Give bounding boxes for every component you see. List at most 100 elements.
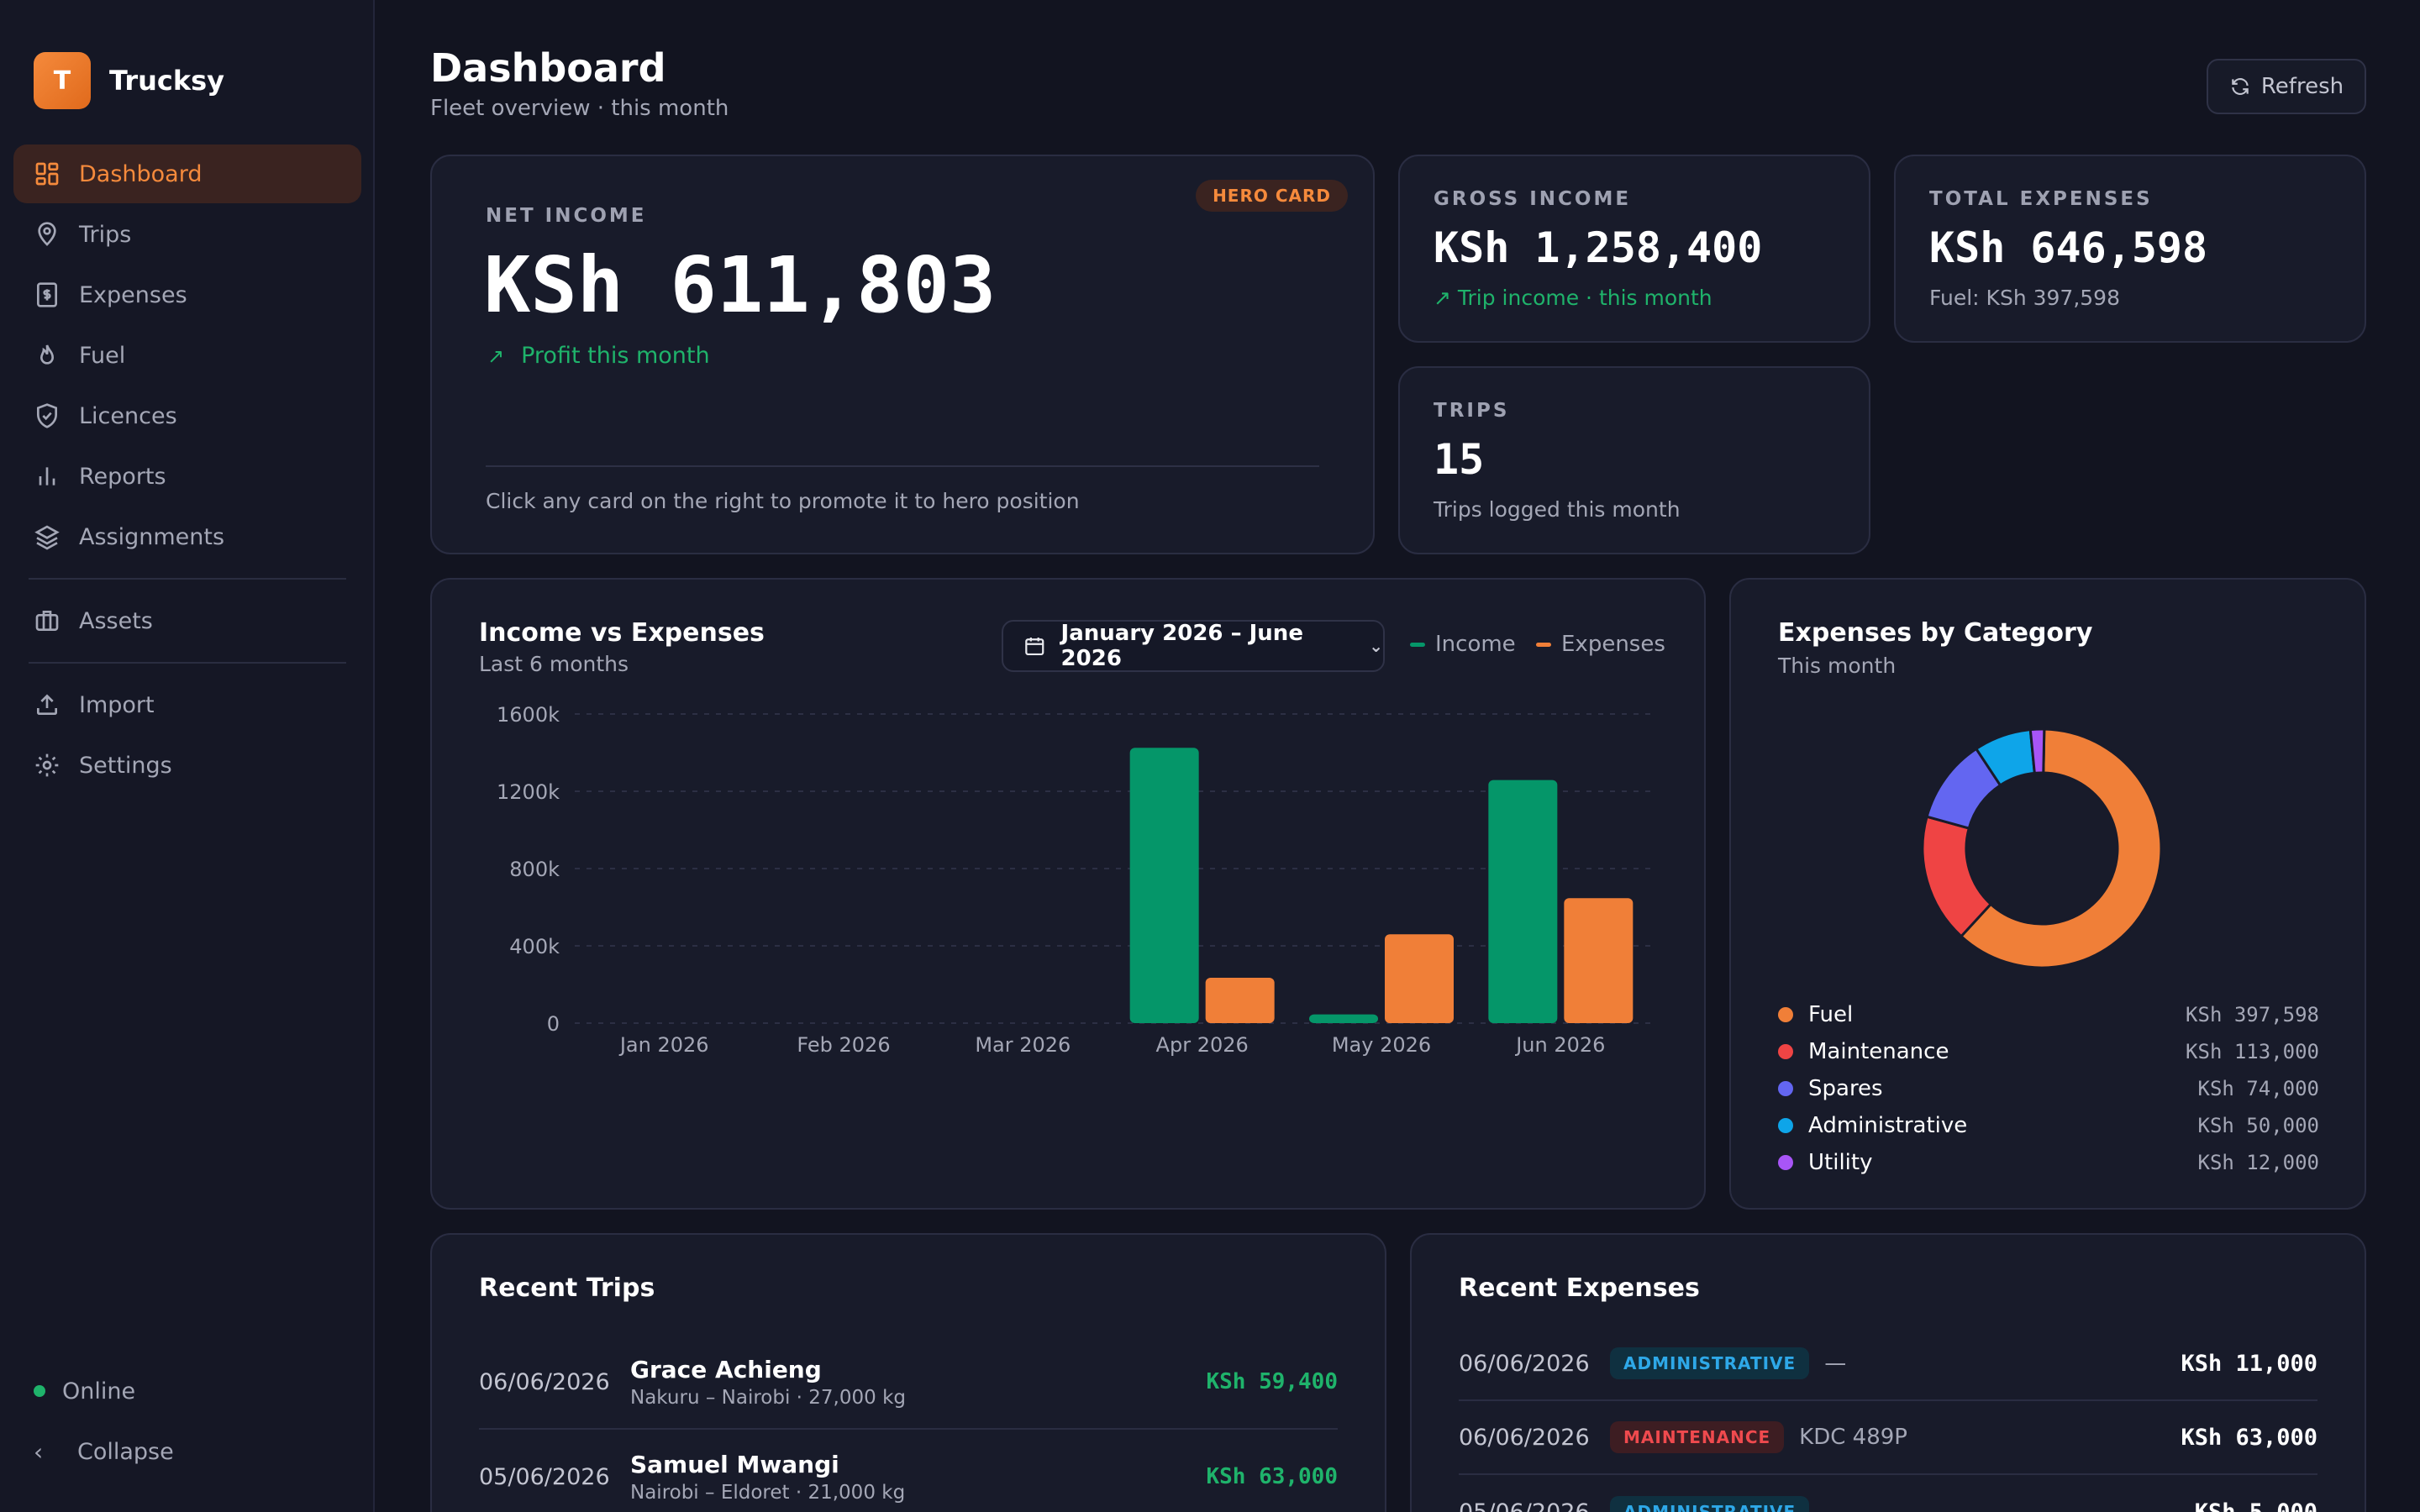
brand-logo: T [34, 52, 91, 109]
sidebar-item-assignments[interactable]: Assignments [13, 507, 361, 566]
sidebar-item-fuel[interactable]: Fuel [13, 326, 361, 385]
trip-info: Samuel Mwangi Nairobi – Eldoret · 21,000… [630, 1451, 1206, 1504]
category-badge: ADMINISTRATIVE [1610, 1496, 1810, 1512]
sidebar-item-assets[interactable]: Assets [13, 591, 361, 650]
trip-row[interactable]: 06/06/2026 Grace Achieng Nakuru – Nairob… [479, 1336, 1338, 1430]
map-pin-icon [34, 221, 60, 248]
sidebar-footer: Online ‹ Collapse [34, 1361, 174, 1482]
sidebar-item-import[interactable]: Import [13, 675, 361, 734]
trips-label: TRIPS [1434, 400, 1510, 422]
y-tick-label: 1200k [497, 780, 560, 804]
total-expenses-value: KSh 646,598 [1929, 223, 2208, 272]
online-status: Online [34, 1361, 174, 1421]
total-expenses-card[interactable]: TOTAL EXPENSES KSh 646,598 Fuel: KSh 397… [1894, 155, 2366, 343]
category-value: KSh 397,598 [2186, 1003, 2319, 1026]
collapse-button[interactable]: ‹ Collapse [34, 1421, 174, 1482]
category-value: KSh 12,000 [2197, 1151, 2320, 1174]
category-name: Spares [1808, 1076, 1883, 1101]
category-row-spares: Spares KSh 74,000 [1778, 1070, 2319, 1107]
arrow-up-right-icon: ↗ [487, 344, 505, 368]
chart-subtitle: Last 6 months [479, 652, 629, 676]
donut-slice-utility [2028, 727, 2046, 775]
net-income-value: KSh 611,803 [484, 240, 997, 330]
expense-row[interactable]: 06/06/2026 MAINTENANCE KDC 489P KSh 63,0… [1459, 1401, 2317, 1475]
gross-income-card[interactable]: GROSS INCOME KSh 1,258,400 ↗ Trip income… [1398, 155, 1870, 343]
sidebar-item-expenses[interactable]: Expenses [13, 265, 361, 324]
expenses-by-category-card: Expenses by Category This month Fuel KSh … [1729, 578, 2366, 1210]
income-swatch [1410, 642, 1425, 647]
refresh-button[interactable]: Refresh [2207, 59, 2366, 114]
trip-row[interactable]: 05/06/2026 Samuel Mwangi Nairobi – Eldor… [479, 1430, 1338, 1512]
income-bar [1129, 748, 1199, 1023]
calendar-icon [1025, 638, 1044, 656]
category-row-fuel: Fuel KSh 397,598 [1778, 996, 2319, 1033]
x-tick-label: Jun 2026 [1514, 1033, 1605, 1057]
trips-card[interactable]: TRIPS 15 Trips logged this month [1398, 366, 1870, 554]
date-range-select[interactable]: January 2026 – June 2026 ⌄ [1002, 620, 1385, 672]
sidebar-item-dashboard[interactable]: Dashboard [13, 144, 361, 203]
trip-info: Grace Achieng Nakuru – Nairobi · 27,000 … [630, 1356, 1206, 1409]
sidebar-item-licences[interactable]: Licences [13, 386, 361, 445]
expense-row[interactable]: 05/06/2026 ADMINISTRATIVE KSh 5,000 [1459, 1475, 2317, 1512]
expense-date: 06/06/2026 [1459, 1350, 1590, 1377]
sidebar-item-reports[interactable]: Reports [13, 447, 361, 506]
category-dot [1778, 1044, 1793, 1059]
category-row-utility: Utility KSh 12,000 [1778, 1144, 2319, 1181]
gross-income-label: GROSS INCOME [1434, 188, 1632, 210]
briefcase-icon [34, 607, 60, 634]
layers-icon [34, 523, 60, 550]
y-tick-label: 1600k [497, 703, 560, 727]
gross-income-value: KSh 1,258,400 [1434, 223, 1763, 272]
net-income-hero-card[interactable]: NET INCOME HERO CARD KSh 611,803 ↗ Profi… [430, 155, 1375, 554]
hero-divider [486, 465, 1319, 467]
sidebar-item-label: Dashboard [79, 160, 203, 187]
sidebar-nav: Dashboard Trips Expenses Fuel Licences [13, 144, 361, 796]
category-name: Administrative [1808, 1113, 1968, 1138]
shield-check-icon [34, 402, 60, 429]
y-tick-label: 400k [509, 935, 560, 958]
brand[interactable]: T Trucksy [34, 52, 224, 109]
sidebar-item-settings[interactable]: Settings [13, 736, 361, 795]
x-tick-label: Jan 2026 [618, 1033, 709, 1057]
expense-row[interactable]: 06/06/2026 ADMINISTRATIVE — KSh 11,000 [1459, 1327, 2317, 1401]
nav-divider [29, 578, 346, 580]
expenses-bar [1205, 977, 1275, 1023]
donut-slice-fuel [1959, 727, 2163, 969]
category-row-maintenance: Maintenance KSh 113,000 [1778, 1033, 2319, 1070]
legend-income-label: Income [1435, 632, 1516, 657]
sidebar-item-trips[interactable]: Trips [13, 205, 361, 264]
receipt-dollar-icon [34, 281, 60, 308]
net-income-label: NET INCOME [486, 205, 647, 227]
page-subtitle: Fleet overview · this month [430, 96, 729, 121]
dashboard-icon [34, 160, 60, 187]
online-dot-icon [34, 1385, 45, 1397]
x-tick-label: May 2026 [1332, 1033, 1431, 1057]
income-bar [1488, 780, 1558, 1023]
sidebar-item-label: Expenses [79, 281, 187, 308]
total-expenses-label: TOTAL EXPENSES [1929, 188, 2153, 210]
expense-amount: KSh 63,000 [2181, 1424, 2317, 1451]
expenses-bar [1385, 934, 1454, 1023]
hero-note: Click any card on the right to promote i… [486, 489, 1080, 513]
category-value: KSh 74,000 [2197, 1077, 2320, 1100]
gross-income-sub-label: Trip income · this month [1457, 286, 1712, 310]
profit-trend: ↗ Profit this month [487, 343, 710, 369]
trip-driver: Grace Achieng [630, 1355, 822, 1383]
category-row-administrative: Administrative KSh 50,000 [1778, 1107, 2319, 1144]
x-tick-label: Mar 2026 [975, 1033, 1071, 1057]
legend-expenses: Expenses [1536, 632, 1665, 657]
recent-expenses-card: Recent Expenses 06/06/2026 ADMINISTRATIV… [1410, 1233, 2366, 1512]
trip-amount: KSh 63,000 [1206, 1464, 1338, 1489]
expense-ref: — [1824, 1351, 1847, 1376]
expense-date: 05/06/2026 [1459, 1499, 1590, 1512]
category-dot [1778, 1118, 1793, 1133]
category-value: KSh 50,000 [2197, 1114, 2320, 1137]
hero-badge: HERO CARD [1196, 180, 1348, 212]
nav-divider [29, 662, 346, 664]
expense-date: 06/06/2026 [1459, 1424, 1590, 1451]
profit-trend-label: Profit this month [521, 343, 710, 369]
trip-date: 05/06/2026 [479, 1463, 610, 1490]
category-badge: ADMINISTRATIVE [1610, 1347, 1810, 1379]
gear-icon [34, 752, 60, 779]
gross-income-sub: ↗ Trip income · this month [1434, 286, 1712, 310]
